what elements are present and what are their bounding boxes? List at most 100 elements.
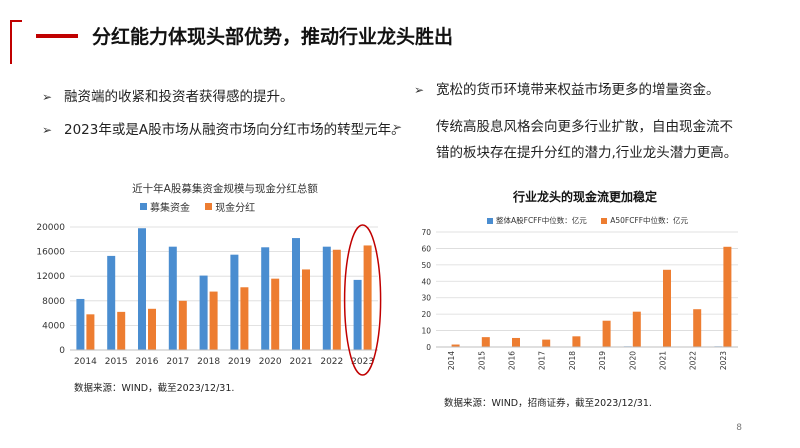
x-tick-label: 2014 [74,357,97,367]
bar-series2-2023 [723,246,732,347]
bullet-arrow-icon: ➢ [392,120,403,134]
highlight-ellipse [343,224,382,376]
title-bracket-decoration [10,20,22,64]
left-bullet-2-text: 2023年或是A股市场从融资市场向分红市场的转型元年。 [64,122,405,138]
chart2-title: 行业龙头的现金流更加稳定 [512,190,657,204]
x-tick-label: 2019 [598,351,607,370]
left-bullet-2: ➢ 2023年或是A股市场从融资市场向分红市场的转型元年。 [42,120,405,140]
bullet-arrow-icon: ➢ [42,90,53,104]
bar-series2-2016 [148,308,156,350]
x-tick-label: 2020 [259,357,282,367]
bar-series2-2023 [363,245,372,350]
y-tick-label: 70 [421,228,431,237]
left-bullet-1-text: 融资端的收紧和投资者获得感的提升。 [64,89,294,105]
x-tick-label: 2021 [659,351,668,370]
legend-swatch-orange [601,217,608,224]
x-tick-label: 2017 [538,351,547,370]
bar-series2-2019 [240,287,249,350]
y-tick-label: 16000 [36,248,65,258]
x-tick-label: 2018 [197,357,220,367]
chart1-source-note: 数据来源：WIND，截至2023/12/31. [74,383,235,394]
bar-series2-2020 [271,278,280,350]
y-tick-label: 40 [421,277,431,286]
x-tick-label: 2016 [136,357,159,367]
x-tick-label: 2019 [228,357,251,367]
x-tick-label: 2015 [105,357,128,367]
chart1-legend: 募集资金 现金分红 [140,199,267,214]
bar-series2-2021 [663,269,671,347]
legend-swatch-orange [205,203,213,210]
slide-title: 分红能力体现头部优势，推动行业龙头胜出 [92,26,454,48]
x-tick-label: 2022 [689,351,698,370]
bar-series2-2022 [332,249,341,350]
x-tick-label: 2017 [166,357,189,367]
y-tick-label: 10 [421,327,431,336]
legend-swatch-blue [140,203,147,210]
x-tick-label: 2014 [447,351,456,370]
bar-series2-2018 [572,336,581,347]
chart2-legend-a50: A50FCFF中位数：亿元 [601,215,688,226]
x-tick-label: 2016 [508,351,517,370]
chart1-legend-dividend: 现金分红 [205,199,255,214]
chart2-legend-all-a-share: 整体A股FCFF中位数：亿元 [487,215,587,226]
bullet-arrow-icon: ➢ [414,83,425,97]
bar-series2-2016 [512,337,520,347]
y-tick-label: 30 [421,294,431,303]
y-tick-label: 20 [421,310,431,319]
bar-series1-2015 [107,255,116,350]
x-tick-label: 2021 [290,357,313,367]
y-tick-label: 4000 [42,321,65,331]
y-tick-label: 60 [421,244,431,253]
bar-series1-2016 [138,228,146,350]
bar-series1-2014 [76,298,85,350]
x-tick-label: 2020 [628,351,637,370]
bar-series2-2015 [481,337,490,347]
chart1-title: 近十年A股募集资金规模与现金分红总额 [132,183,318,195]
right-bullet-2-text: 传统高股息风格会向更多行业扩散，自由现金流不错的板块存在提升分红的潜力,行业龙头… [436,119,738,161]
legend-label: A50FCFF中位数：亿元 [610,216,689,225]
right-bullet-2: ➢ 传统高股息风格会向更多行业扩散，自由现金流不错的板块存在提升分红的潜力,行业龙… [392,114,744,166]
bar-series2-2014 [451,344,460,347]
bar-series1-2020 [261,247,270,350]
legend-label: 整体A股FCFF中位数：亿元 [496,216,587,225]
bar-series2-2017 [178,300,187,350]
bar-series1-2017 [168,246,177,350]
bar-series2-2019 [602,320,611,347]
legend-swatch-blue [487,217,493,224]
right-bullet-1: ➢ 宽松的货币环境带来权益市场更多的增量资金。 [414,80,720,100]
bar-series1-2022 [322,246,331,350]
title-accent-rule [36,34,78,38]
bar-series2-2020 [632,311,641,347]
bar-series1-2018 [199,275,208,350]
x-tick-label: 2018 [568,351,577,370]
y-tick-label: 50 [421,261,431,270]
right-bullet-1-text: 宽松的货币环境带来权益市场更多的增量资金。 [436,82,720,98]
chart1-legend-fundraising: 募集资金 [140,199,190,214]
y-tick-label: 0 [426,343,431,352]
x-tick-label: 2015 [477,351,486,370]
bar-series1-2019 [230,254,239,350]
y-tick-label: 8000 [42,297,65,307]
left-bullet-1: ➢ 融资端的收紧和投资者获得感的提升。 [42,87,294,107]
bar-series2-2014 [86,314,95,350]
bar-series2-2021 [302,269,310,350]
x-tick-label: 2022 [320,357,343,367]
x-tick-label: 2023 [719,351,728,370]
bar-series2-2018 [209,291,218,350]
chart2-source-note: 数据来源：WIND，招商证券，截至2023/12/31. [444,398,652,409]
chart2-legend: 整体A股FCFF中位数：亿元 A50FCFF中位数：亿元 [487,215,700,226]
y-tick-label: 12000 [36,272,65,282]
bullet-arrow-icon: ➢ [42,123,53,137]
bar-series2-2017 [542,339,551,347]
y-tick-label: 20000 [36,223,65,233]
bar-series2-2022 [693,309,702,347]
y-tick-label: 0 [59,346,65,356]
bar-series1-2021 [292,238,300,350]
bar-series2-2015 [117,311,126,350]
legend-label: 现金分红 [215,203,256,214]
page-number: 8 [736,423,742,433]
legend-label: 募集资金 [150,203,190,214]
x-tick-label: 2023 [351,357,374,367]
